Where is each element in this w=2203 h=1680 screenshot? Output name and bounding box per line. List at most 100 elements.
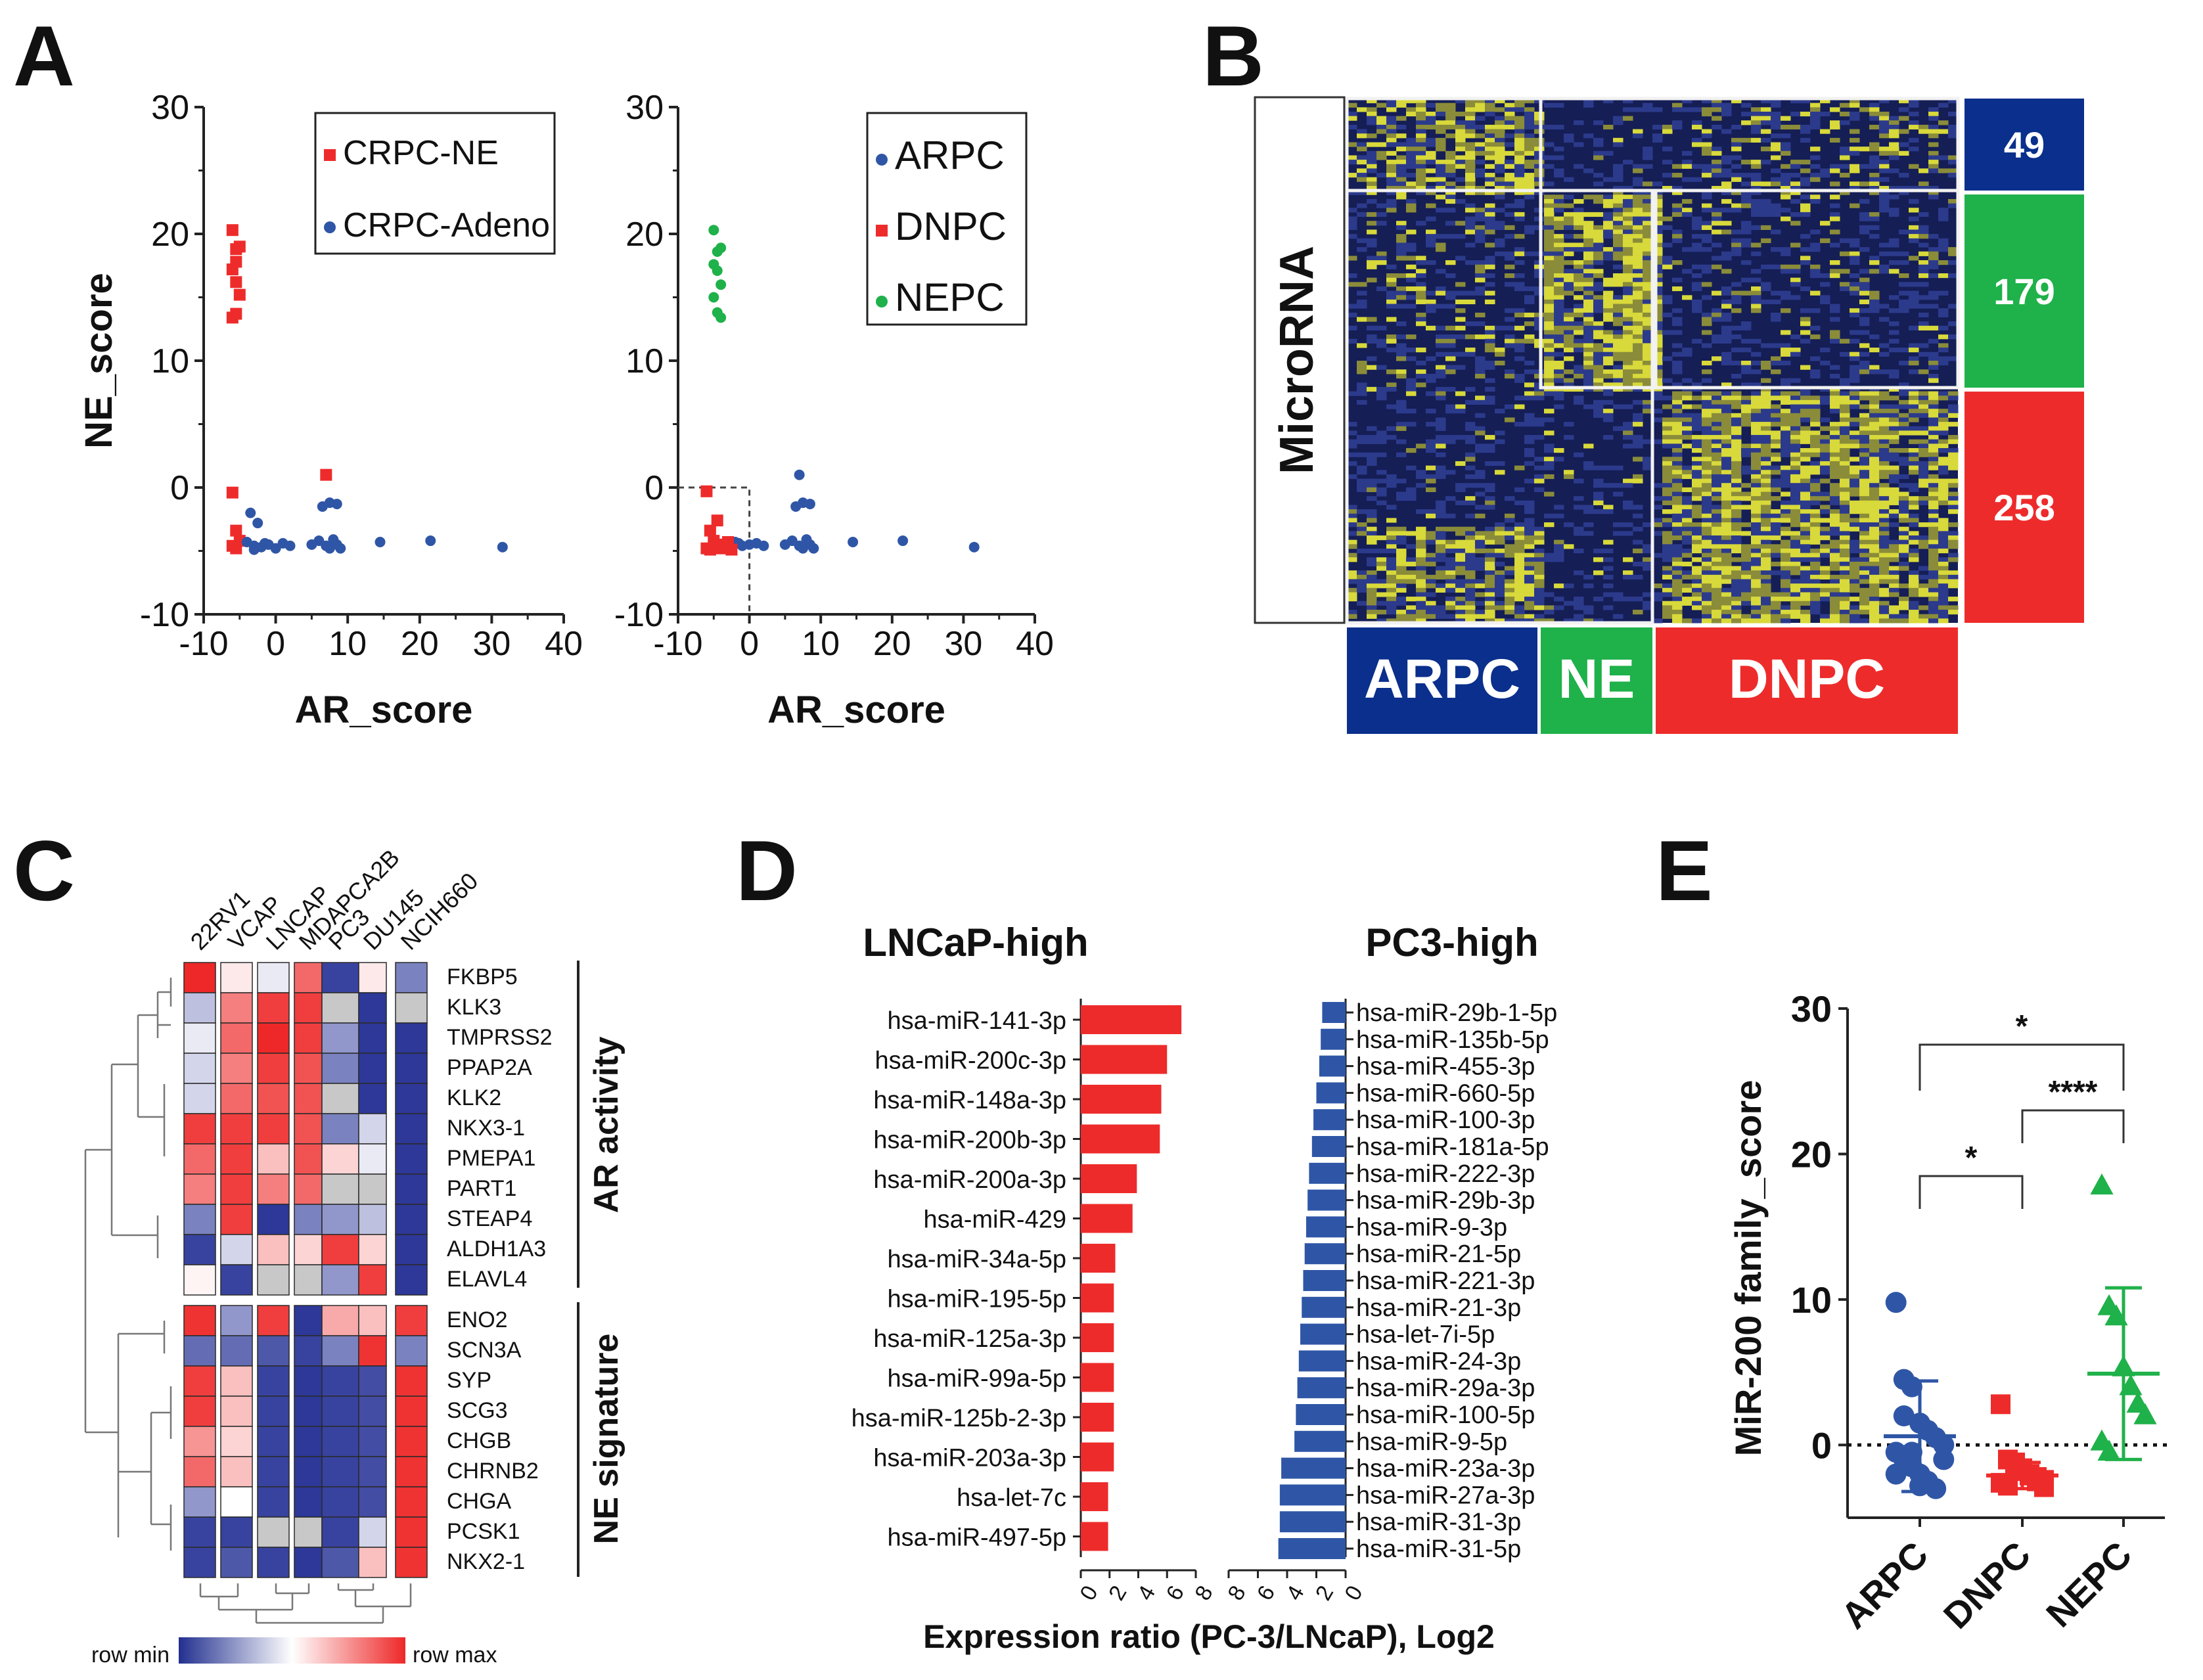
heatmap-cell: [1938, 597, 1949, 602]
heatmap-cell: [1721, 618, 1732, 624]
heatmap-cell: [1761, 399, 1771, 405]
heatmap-cell: [1741, 587, 1752, 593]
heatmap-cell: [1702, 264, 1712, 269]
heatmap-cell: [1613, 321, 1624, 327]
heatmap-cell: [1869, 260, 1880, 265]
heatmap-cell: [1682, 518, 1692, 523]
heatmap-cell: [1682, 177, 1692, 182]
heatmap-cell: [1938, 557, 1949, 562]
heatmap-cell: [1524, 120, 1535, 125]
heatmap-cell: [1514, 544, 1525, 549]
heatmap-cell: [1633, 343, 1643, 348]
heatmap-cell: [1652, 273, 1663, 279]
heatmap-cell: [1761, 282, 1771, 287]
heatmap-cell: [1652, 225, 1663, 230]
heatmap-cell: [1869, 526, 1880, 532]
heatmap-cell: [395, 1335, 428, 1367]
heatmap-cell: [1790, 448, 1801, 453]
heatmap-cell: [1574, 264, 1584, 269]
heatmap-cell: [1475, 557, 1486, 562]
heatmap-cell: [1800, 168, 1811, 173]
heatmap-cell: [1613, 164, 1624, 169]
heatmap-cell: [1603, 361, 1614, 366]
heatmap-cell: [1514, 531, 1525, 536]
heatmap-cell: [1879, 111, 1890, 117]
heatmap-cell: [1524, 338, 1535, 344]
heatmap-cell: [1948, 409, 1959, 414]
data-point: [1925, 1478, 1947, 1499]
heatmap-cell: [1386, 561, 1397, 567]
heatmap-cell: [1485, 124, 1495, 130]
heatmap-cell: [321, 1305, 359, 1336]
heatmap-cell: [1879, 242, 1890, 248]
heatmap-cell: [1771, 317, 1781, 322]
heatmap-cell: [1465, 107, 1476, 112]
heatmap-cell: [1879, 461, 1890, 466]
heatmap-cell: [1583, 404, 1594, 409]
heatmap-cell: [1416, 129, 1426, 134]
heatmap-cell: [1879, 369, 1890, 375]
heatmap-cell: [1475, 356, 1486, 361]
heatmap-cell: [1830, 548, 1840, 554]
heatmap-cell: [1850, 470, 1860, 475]
heatmap-cell: [1721, 173, 1732, 178]
heatmap-cell: [1623, 282, 1633, 287]
x-tick-label: 40: [545, 625, 583, 663]
heatmap-cell: [1445, 574, 1456, 579]
heatmap-cell: [1623, 435, 1633, 440]
heatmap-cell: [1771, 391, 1781, 396]
heatmap-cell: [1771, 610, 1781, 615]
heatmap-cell: [1761, 286, 1771, 292]
heatmap-cell: [1672, 396, 1683, 401]
heatmap-cell: [1623, 597, 1633, 602]
heatmap-cell: [1593, 150, 1604, 156]
heatmap-cell: [1948, 321, 1959, 327]
row-group-label: NE signature: [587, 1334, 625, 1545]
heatmap-cell: [1820, 618, 1830, 624]
heatmap-cell: [1613, 225, 1624, 230]
heatmap-cell: [1702, 566, 1712, 571]
heatmap-cell: [1386, 426, 1397, 431]
heatmap-cell: [1731, 587, 1742, 593]
heatmap-cell: [1465, 124, 1476, 130]
heatmap-cell: [1919, 129, 1929, 134]
heatmap-cell: [1899, 382, 1909, 388]
heatmap-cell: [1544, 457, 1555, 462]
heatmap-cell: [1889, 574, 1899, 579]
heatmap-cell: [1672, 107, 1683, 112]
heatmap-cell: [1731, 461, 1742, 466]
heatmap-cell: [1889, 513, 1899, 518]
heatmap-cell: [1623, 107, 1633, 112]
heatmap-cell: [1554, 557, 1564, 562]
heatmap-cell: [1534, 614, 1545, 619]
heatmap-cell: [1386, 142, 1397, 147]
heatmap-cell: [1712, 396, 1722, 401]
heatmap-cell: [1869, 513, 1880, 518]
heatmap-cell: [1741, 465, 1752, 470]
heatmap-cell: [1495, 470, 1505, 475]
heatmap-cell: [1830, 574, 1840, 579]
heatmap-cell: [1721, 334, 1732, 340]
heatmap-cell: [1859, 426, 1870, 431]
heatmap-cell: [1692, 592, 1702, 597]
heatmap-cell: [1721, 304, 1732, 309]
heatmap-cell: [1524, 500, 1535, 505]
heatmap-cell: [1583, 229, 1594, 235]
y-axis-title: MiR-200 family_score: [1727, 1080, 1769, 1457]
heatmap-cell: [1702, 396, 1712, 401]
heatmap-cell: [1643, 382, 1653, 388]
heatmap-cell: [1741, 361, 1752, 366]
heatmap-cell: [1800, 518, 1811, 523]
heatmap-cell: [257, 1456, 290, 1487]
heatmap-cell: [294, 1264, 323, 1296]
heatmap-cell: [1652, 522, 1663, 528]
heatmap-cell: [1840, 282, 1850, 287]
heatmap-cell: [1505, 610, 1515, 615]
heatmap-cell: [1899, 422, 1909, 427]
heatmap-cell: [1731, 413, 1742, 418]
heatmap-cell: [1948, 260, 1959, 265]
heatmap-cell: [1928, 186, 1939, 191]
heatmap-cell: [1948, 478, 1959, 484]
heatmap-cell: [1712, 164, 1722, 169]
heatmap-cell: [1810, 194, 1821, 200]
